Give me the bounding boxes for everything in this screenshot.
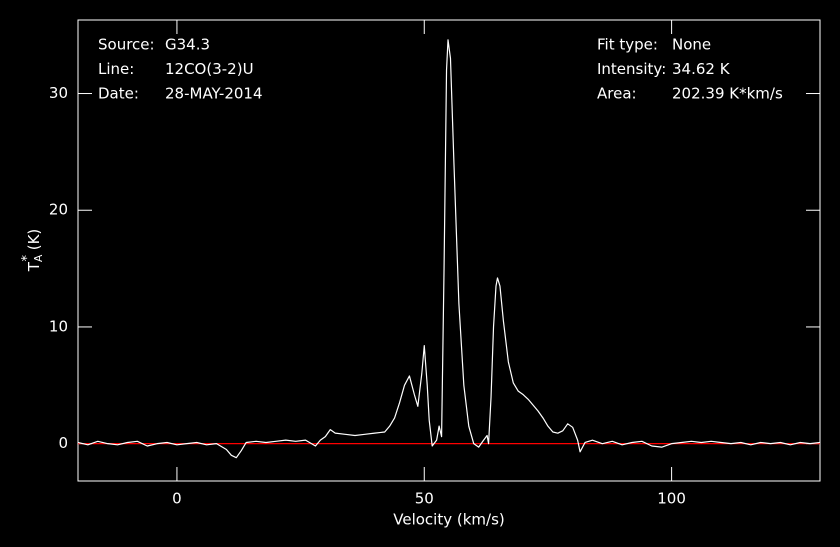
y-label-sub: A (32, 254, 45, 262)
annotation-value: None (672, 36, 711, 54)
annotation-label: Fit type: (597, 36, 658, 54)
x-tick-label: 100 (657, 490, 686, 508)
annotation-value: 202.39 K*km/s (672, 85, 783, 103)
annotation-label: Date: (98, 85, 139, 103)
y-tick-label: 0 (58, 434, 68, 452)
y-axis-label: TA* (K) (20, 229, 46, 273)
y-tick-label: 30 (49, 84, 68, 102)
y-label-unit: (K) (25, 229, 43, 255)
annotation-label: Source: (98, 36, 155, 54)
x-tick-label: 0 (172, 490, 182, 508)
annotation-label: Area: (597, 85, 637, 103)
y-tick-label: 10 (49, 317, 68, 335)
annotation-label: Intensity: (597, 60, 666, 78)
y-tick-label: 20 (49, 201, 68, 219)
annotation-label: Line: (98, 60, 134, 78)
x-axis-label: Velocity (km/s) (393, 511, 504, 529)
plot-frame (77, 19, 821, 482)
y-label-sup: * (20, 255, 35, 262)
spectrum-line (77, 39, 821, 459)
y-label-main: T (25, 261, 43, 272)
annotation-value: 34.62 K (672, 60, 731, 78)
annotation-value: 28-MAY-2014 (165, 85, 263, 103)
annotation-value: 12CO(3-2)U (165, 60, 254, 78)
x-tick-label: 50 (415, 490, 434, 508)
annotation-value: G34.3 (165, 36, 210, 54)
